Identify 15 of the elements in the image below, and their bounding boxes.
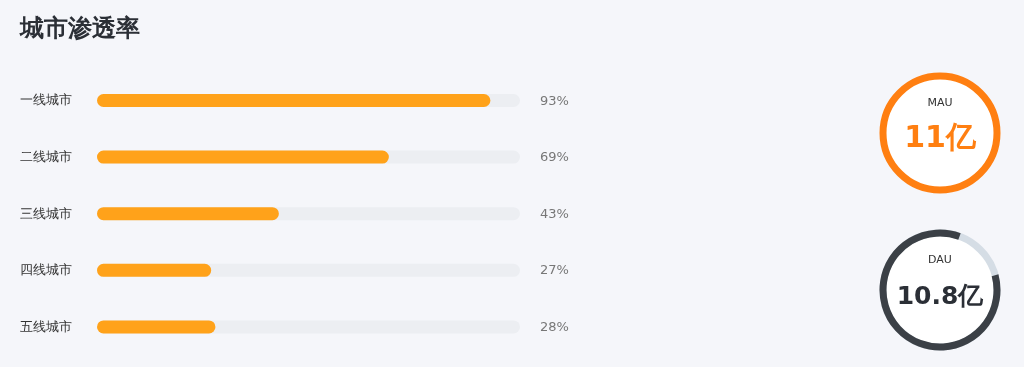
y-tick-label: 二线城市 <box>20 148 72 164</box>
y-tick-label: 四线城市 <box>20 262 72 278</box>
chart-title: 城市渗透率 <box>20 13 140 44</box>
y-tick-label: 一线城市 <box>20 92 72 108</box>
data-label: 27% <box>540 262 569 278</box>
data-label: 43% <box>540 205 569 221</box>
text: 10.8亿 <box>896 281 985 310</box>
data-label: 69% <box>540 149 569 165</box>
text: DAU <box>928 253 952 266</box>
data-label: 28% <box>540 318 569 334</box>
y-tick-label: 五线城市 <box>20 318 72 334</box>
text: MAU <box>927 96 953 109</box>
text: 11亿 <box>904 119 977 154</box>
y-tick-label: 三线城市 <box>20 205 72 221</box>
data-label: 93% <box>540 92 569 108</box>
